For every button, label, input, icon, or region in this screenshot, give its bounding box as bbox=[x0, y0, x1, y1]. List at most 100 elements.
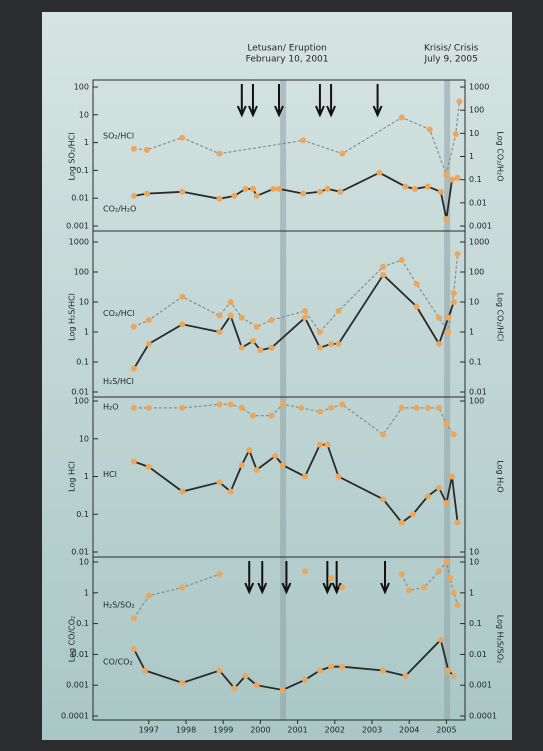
y2-tick-label: 1 bbox=[469, 588, 474, 597]
data-point bbox=[380, 263, 387, 270]
data-point bbox=[130, 192, 137, 199]
y-tick-label: 10 bbox=[79, 298, 89, 307]
data-point bbox=[406, 587, 413, 594]
y2-axis-label: Log H₂O bbox=[496, 460, 505, 492]
data-point bbox=[426, 126, 433, 133]
slide-background bbox=[42, 12, 512, 740]
y-tick-label: 1 bbox=[84, 588, 89, 597]
data-point bbox=[143, 146, 150, 153]
event-label: Letusan/ Eruption bbox=[247, 44, 326, 54]
y2-tick-label: 10 bbox=[469, 298, 479, 307]
event-band bbox=[444, 80, 451, 720]
x-tick-label: 2003 bbox=[362, 726, 382, 735]
data-point bbox=[324, 441, 331, 448]
data-point bbox=[279, 686, 286, 693]
data-point bbox=[142, 667, 149, 674]
data-point bbox=[337, 188, 344, 195]
data-point bbox=[268, 344, 275, 351]
y-tick-label: 0.01 bbox=[71, 548, 89, 557]
y-axis-label: Log SO₂/HCl bbox=[68, 133, 77, 181]
data-point bbox=[179, 293, 186, 300]
x-tick-label: 2001 bbox=[287, 726, 307, 735]
y2-axis-label: Log CO₂/H₂O bbox=[496, 131, 505, 181]
data-point bbox=[335, 340, 342, 347]
data-point bbox=[249, 185, 256, 192]
data-point bbox=[231, 685, 238, 692]
data-point bbox=[339, 150, 346, 157]
data-point bbox=[402, 672, 409, 679]
data-point bbox=[216, 312, 223, 319]
y2-tick-label: 0.001 bbox=[469, 222, 492, 231]
data-point bbox=[216, 150, 223, 157]
x-tick-label: 2002 bbox=[325, 726, 345, 735]
y-tick-label: 100 bbox=[74, 268, 89, 277]
series-label: CO₂/H₂O bbox=[103, 204, 136, 213]
data-point bbox=[300, 137, 307, 144]
data-point bbox=[145, 317, 152, 324]
data-point bbox=[450, 289, 457, 296]
data-point bbox=[179, 188, 186, 195]
y-tick-label: 1 bbox=[84, 328, 89, 337]
data-point bbox=[216, 667, 223, 674]
data-point bbox=[411, 185, 418, 192]
data-point bbox=[450, 589, 457, 596]
data-point bbox=[246, 447, 253, 454]
y-tick-label: 10 bbox=[79, 110, 89, 119]
series-line bbox=[133, 273, 455, 370]
y-tick-label: 0.1 bbox=[76, 166, 89, 175]
y-axis-label: Log HCl bbox=[68, 461, 77, 492]
y2-tick-label: 1 bbox=[469, 328, 474, 337]
data-point bbox=[216, 571, 223, 578]
data-point bbox=[335, 308, 342, 315]
data-point bbox=[316, 344, 323, 351]
y2-tick-label: 0.0001 bbox=[469, 712, 497, 721]
arrow bbox=[372, 84, 383, 118]
data-point bbox=[454, 519, 461, 526]
data-point bbox=[424, 183, 431, 190]
data-point bbox=[231, 192, 238, 199]
data-point bbox=[145, 592, 152, 599]
y2-axis-label: Log H₂S/SO₂ bbox=[496, 615, 505, 663]
data-point bbox=[145, 340, 152, 347]
data-point bbox=[450, 672, 457, 679]
data-point bbox=[339, 584, 346, 591]
y2-tick-label: 0.01 bbox=[469, 198, 487, 207]
y2-tick-label: 10 bbox=[469, 548, 479, 557]
data-point bbox=[445, 329, 452, 335]
x-tick-label: 2005 bbox=[436, 726, 456, 735]
y-tick-label: 1000 bbox=[69, 238, 89, 247]
data-point bbox=[413, 280, 420, 287]
data-point bbox=[380, 667, 387, 674]
data-point bbox=[270, 185, 277, 192]
y2-tick-label: 1000 bbox=[469, 238, 489, 247]
y-tick-label: 0.01 bbox=[71, 194, 89, 203]
series-label: HCl bbox=[103, 470, 117, 479]
data-point bbox=[302, 314, 309, 321]
data-point bbox=[424, 404, 431, 411]
data-point bbox=[454, 602, 461, 609]
x-tick-label: 2004 bbox=[399, 726, 419, 735]
data-point bbox=[435, 314, 442, 321]
data-point bbox=[448, 176, 455, 183]
data-point bbox=[445, 667, 452, 674]
data-point bbox=[316, 408, 323, 415]
y2-tick-label: 1000 bbox=[469, 83, 489, 92]
data-point bbox=[448, 473, 455, 480]
data-point bbox=[398, 404, 405, 411]
y2-axis-label: Log CO₂/HCl bbox=[496, 293, 505, 341]
data-point bbox=[279, 462, 286, 469]
event-label: February 10, 2001 bbox=[246, 55, 329, 65]
data-point bbox=[335, 473, 342, 480]
data-point bbox=[276, 185, 282, 192]
data-point bbox=[398, 519, 405, 526]
data-point bbox=[435, 340, 442, 347]
event-band bbox=[280, 80, 287, 720]
x-tick-label: 1997 bbox=[139, 726, 159, 735]
data-point bbox=[179, 134, 186, 141]
data-point bbox=[242, 185, 249, 192]
data-point bbox=[424, 493, 431, 500]
y2-tick-label: 0.001 bbox=[469, 681, 492, 690]
data-point bbox=[302, 568, 309, 575]
data-point bbox=[316, 329, 323, 335]
data-point bbox=[179, 584, 186, 591]
